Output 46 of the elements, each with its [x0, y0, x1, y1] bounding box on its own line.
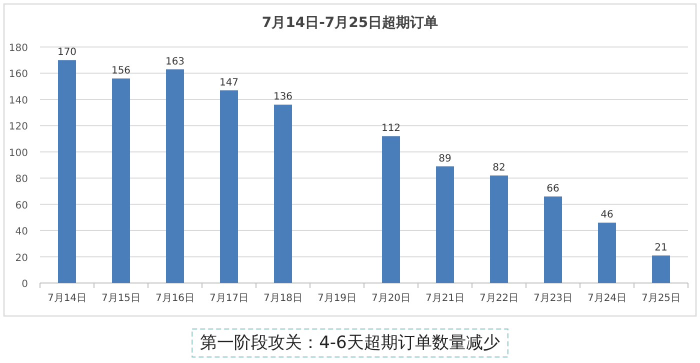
- x-tick-label: 7月25日: [641, 293, 681, 304]
- data-label: 163: [165, 56, 185, 68]
- x-tick-label: 7月17日: [209, 293, 249, 304]
- data-label: 147: [219, 77, 239, 88]
- bar: [58, 60, 76, 283]
- y-tick-label: 120: [8, 122, 28, 133]
- bar: [544, 196, 562, 283]
- data-label: 156: [111, 65, 131, 76]
- data-label: 21: [654, 242, 668, 254]
- bar: [490, 175, 508, 283]
- data-label: 112: [381, 123, 401, 134]
- x-tick-label: 7月18日: [263, 293, 303, 304]
- x-tick-label: 7月15日: [101, 293, 141, 304]
- bar: [274, 104, 292, 283]
- data-label: 82: [492, 162, 506, 174]
- bar: [220, 90, 238, 283]
- data-label: 46: [600, 210, 614, 221]
- x-tick-label: 7月21日: [425, 293, 465, 304]
- y-tick-label: 80: [15, 174, 28, 186]
- bar: [112, 78, 130, 283]
- y-tick-label: 100: [8, 148, 28, 159]
- x-tick-label: 7月16日: [155, 293, 195, 304]
- bar: [382, 136, 400, 283]
- bar: [598, 222, 616, 283]
- bar: [436, 166, 454, 283]
- x-tick-label: 7月19日: [317, 293, 357, 304]
- y-tick-label: 20: [15, 252, 28, 264]
- y-tick-label: 160: [8, 69, 28, 80]
- chart-title: 7月14日-7月25日超期订单: [262, 15, 438, 31]
- y-tick-label: 0: [22, 279, 28, 290]
- bar: [652, 255, 670, 283]
- y-tick-label: 40: [15, 226, 28, 238]
- bar: [166, 69, 184, 283]
- x-tick-label: 7月22日: [479, 293, 519, 304]
- x-tick-label: 7月14日: [47, 293, 87, 304]
- data-label: 136: [273, 92, 293, 103]
- x-tick-label: 7月20日: [371, 293, 411, 304]
- data-label: 170: [57, 47, 77, 58]
- data-label: 66: [546, 183, 560, 194]
- y-tick-label: 60: [15, 200, 28, 212]
- y-tick-label: 140: [8, 95, 28, 106]
- x-tick-label: 7月24日: [587, 293, 627, 304]
- x-tick-label: 7月23日: [533, 293, 573, 304]
- y-tick-label: 180: [8, 43, 28, 54]
- text: 第一阶段攻关：4-6天超期订单数量减少: [200, 333, 500, 353]
- data-label: 89: [438, 153, 452, 164]
